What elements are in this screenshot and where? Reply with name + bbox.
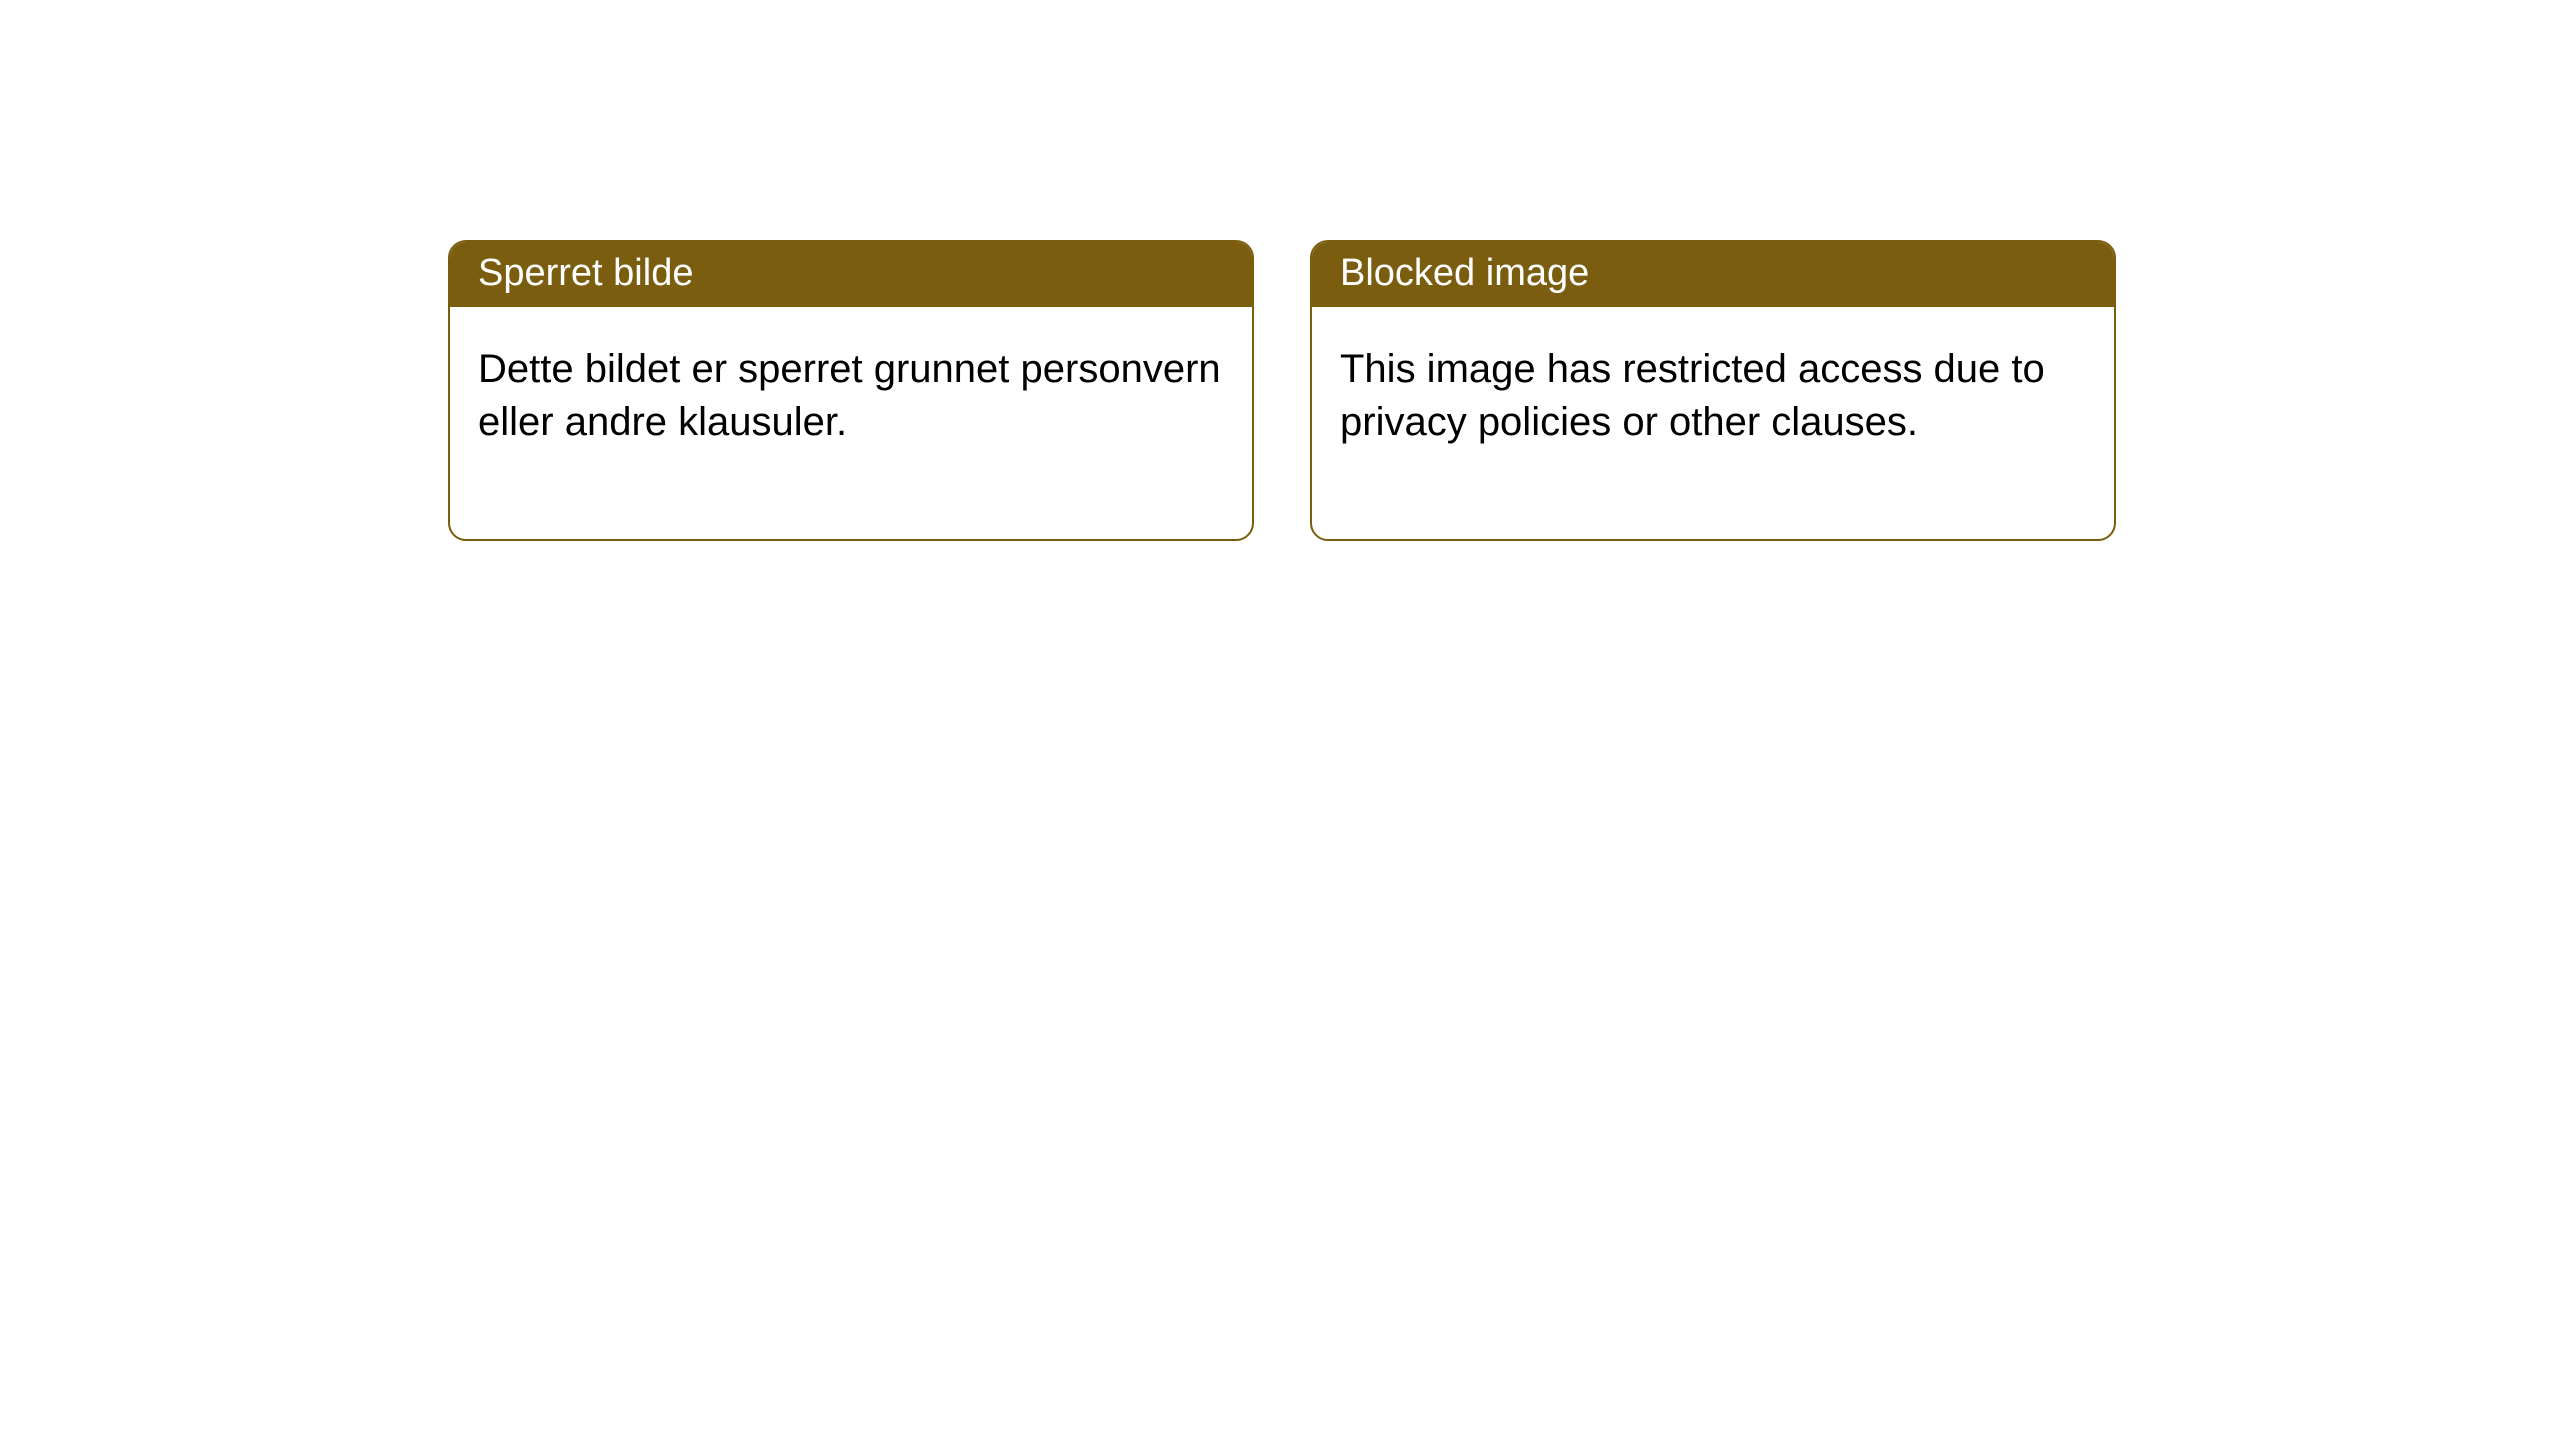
- card-header: Sperret bilde: [450, 242, 1252, 307]
- card-body: Dette bildet er sperret grunnet personve…: [450, 307, 1252, 539]
- card-body-text: Dette bildet er sperret grunnet personve…: [478, 347, 1221, 444]
- card-body-text: This image has restricted access due to …: [1340, 347, 2045, 444]
- card-body: This image has restricted access due to …: [1312, 307, 2114, 539]
- notice-container: Sperret bilde Dette bildet er sperret gr…: [0, 0, 2560, 541]
- notice-card-english: Blocked image This image has restricted …: [1310, 240, 2116, 541]
- notice-card-norwegian: Sperret bilde Dette bildet er sperret gr…: [448, 240, 1254, 541]
- card-header-text: Sperret bilde: [478, 252, 693, 294]
- card-header: Blocked image: [1312, 242, 2114, 307]
- card-header-text: Blocked image: [1340, 252, 1589, 294]
